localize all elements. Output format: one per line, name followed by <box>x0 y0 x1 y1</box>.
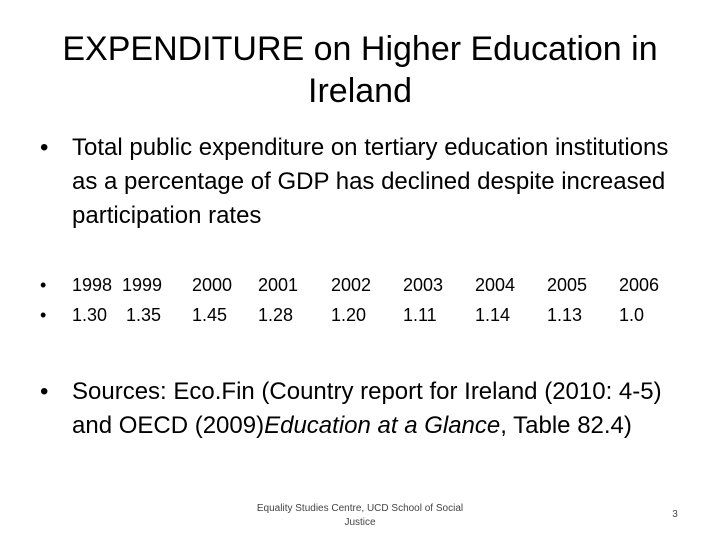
bullet-expenditure-decline: • Total public expenditure on tertiary e… <box>40 131 680 233</box>
value-cell: 1.45 <box>192 305 228 325</box>
value-cell: 1.14 <box>475 305 511 325</box>
sources-suffix: , Table 82.4) <box>500 412 632 439</box>
year-cell: 2004 <box>475 275 516 295</box>
year-cell: 2002 <box>331 275 372 295</box>
bullet-marker: • <box>40 305 47 325</box>
bullet-sources: • Sources: Eco.Fin (Country report for I… <box>40 375 690 443</box>
sources-text: Sources: Eco.Fin (Country report for Ire… <box>72 375 690 443</box>
slide-title: EXPENDITURE on Higher Education in Irela… <box>62 30 658 110</box>
value-cell: 1.30 <box>72 305 108 325</box>
sources-publication-title: Education at a Glance <box>264 412 501 439</box>
bullet-marker: • <box>40 378 49 405</box>
year-cell: 2005 <box>547 275 588 295</box>
bullet-text: Total public expenditure on tertiary edu… <box>72 134 669 229</box>
value-cell: 1.13 <box>547 305 583 325</box>
value-cell: 1.11 <box>403 305 437 325</box>
value-cell: 1.0 <box>619 305 645 325</box>
year-cell: 2006 <box>619 275 660 295</box>
value-cell: 1.35 <box>126 305 162 325</box>
bullet-marker: • <box>40 134 49 161</box>
year-cell: 1998 <box>72 275 113 295</box>
sources-prefix: Sources: Eco.Fin (Country report for Ire… <box>72 378 662 439</box>
year-cell: 2003 <box>403 275 444 295</box>
bullet-marker: • <box>40 275 47 295</box>
year-cell: 1999 <box>122 275 163 295</box>
value-cell: 1.28 <box>258 305 294 325</box>
slide-footer: Equality Studies Centre, UCD School of S… <box>256 503 464 528</box>
page-number: 3 <box>672 509 678 520</box>
year-cell: 2001 <box>258 275 299 295</box>
value-cell: 1.20 <box>331 305 367 325</box>
year-cell: 2000 <box>192 275 233 295</box>
